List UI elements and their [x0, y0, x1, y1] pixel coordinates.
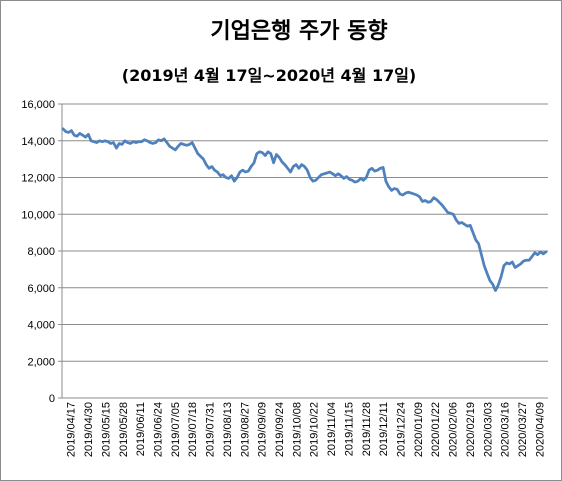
- x-tick-label: 2019/07/31: [205, 402, 217, 457]
- x-tick-label: 2019/12/11: [378, 402, 390, 456]
- chart-subtitle: (2019년 4월 17일~2020년 4월 17일): [122, 66, 417, 85]
- x-tick-label: 2019/11/28: [361, 402, 373, 456]
- x-tick-label: 2020/04/09: [534, 402, 546, 457]
- x-tick-label: 2020/02/06: [448, 402, 460, 457]
- y-tick-label: 8,000: [27, 246, 55, 258]
- y-tick-label: 0: [49, 393, 55, 405]
- y-tick-label: 12,000: [21, 173, 55, 185]
- x-tick-label: 2019/08/13: [222, 402, 234, 457]
- x-tick-label: 2020/03/27: [517, 402, 529, 457]
- x-axis-ticks: 2019/04/17 2019/04/30 2019/05/15 2019/05/28…: [66, 402, 547, 457]
- x-tick-label: 2019/06/11: [135, 402, 147, 456]
- x-tick-label: 2019/05/28: [118, 402, 130, 457]
- x-tick-label: 2019/11/15: [343, 402, 355, 456]
- x-tick-label: 2019/07/05: [170, 402, 182, 457]
- x-tick-label: 2019/09/24: [274, 402, 286, 457]
- x-tick-label: 2020/03/03: [482, 402, 494, 457]
- chart-title: 기업은행 주가 동향: [210, 19, 387, 44]
- y-axis-ticks: 0 2,000 4,000 6,000 8,000 10,000 12,000 14,000 1…: [21, 99, 62, 405]
- x-tick-label: 2019/12/24: [395, 402, 407, 457]
- y-tick-label: 10,000: [21, 209, 55, 221]
- x-tick-label: 2019/04/17: [66, 402, 78, 457]
- y-tick-label: 4,000: [27, 320, 55, 332]
- x-tick-label: 2020/02/19: [465, 402, 477, 457]
- x-tick-label: 2020/01/22: [430, 402, 442, 457]
- x-tick-label: 2019/07/18: [187, 402, 199, 457]
- y-tick-label: 16,000: [21, 99, 55, 111]
- series-line: [61, 127, 548, 292]
- x-tick-label: 2019/10/08: [291, 402, 303, 457]
- x-tick-label: 2019/08/27: [239, 402, 251, 457]
- x-tick-label: 2019/11/04: [326, 402, 338, 456]
- x-tick-label: 2019/10/22: [309, 402, 321, 457]
- y-tick-label: 6,000: [27, 283, 55, 295]
- y-tick-label: 14,000: [21, 136, 55, 148]
- x-tick-label: 2020/03/16: [500, 402, 512, 457]
- y-tick-label: 2,000: [27, 356, 55, 368]
- x-tick-label: 2020/01/09: [413, 402, 425, 457]
- x-tick-label: 2019/09/09: [257, 402, 269, 457]
- x-tick-label: 2019/06/24: [152, 402, 164, 457]
- x-tick-label: 2019/04/30: [83, 402, 95, 457]
- x-tick-label: 2019/05/15: [100, 402, 112, 457]
